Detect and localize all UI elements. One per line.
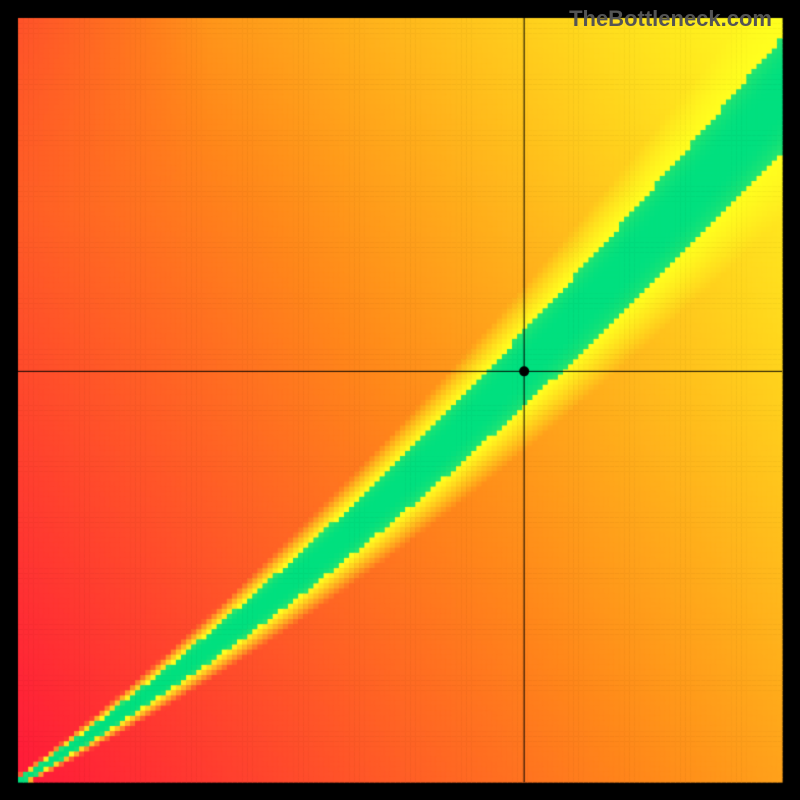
watermark-text: TheBottleneck.com [569, 6, 772, 32]
bottleneck-heatmap [0, 0, 800, 800]
chart-container: TheBottleneck.com [0, 0, 800, 800]
